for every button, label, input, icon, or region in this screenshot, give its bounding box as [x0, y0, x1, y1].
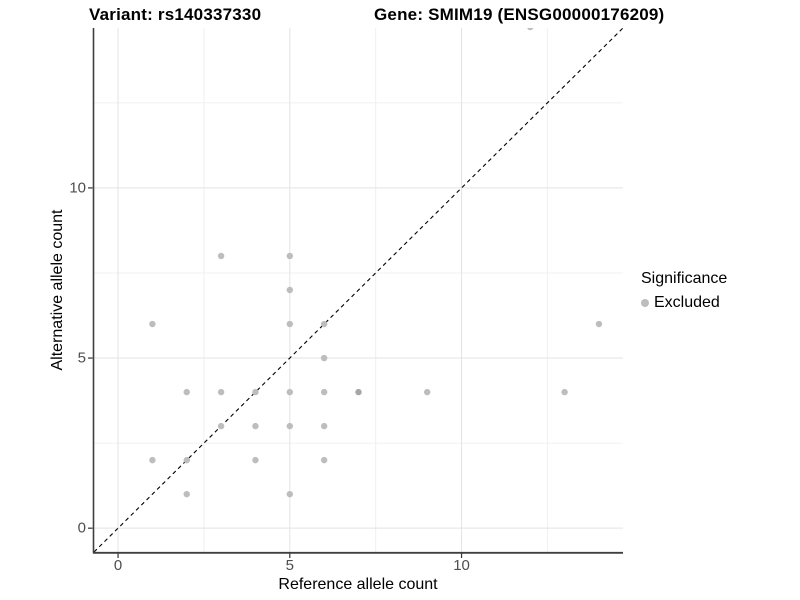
data-point — [286, 286, 293, 294]
legend-title: Significance — [641, 270, 728, 287]
data-point — [217, 422, 225, 430]
data-point — [320, 320, 328, 328]
data-point — [320, 354, 328, 362]
data-point — [252, 456, 259, 464]
y-tick-label: 10 — [69, 179, 86, 197]
data-point — [424, 388, 431, 396]
data-point — [252, 388, 259, 396]
data-point — [320, 422, 328, 430]
data-point — [286, 388, 293, 396]
legend-item-label: Excluded — [654, 294, 720, 311]
x-tick-label: 5 — [285, 557, 294, 574]
data-point — [149, 320, 156, 328]
x-tick-label: 10 — [453, 557, 470, 574]
legend-item-excluded: Excluded — [641, 294, 727, 312]
x-axis-label: Reference allele count — [278, 576, 438, 593]
legend: Significance Excluded — [641, 270, 727, 312]
y-axis-label: Alternative allele count — [49, 209, 66, 371]
data-point — [561, 388, 568, 396]
data-point — [595, 320, 603, 328]
data-point — [286, 320, 293, 328]
data-point — [286, 490, 293, 498]
data-point — [320, 388, 328, 396]
data-point — [217, 252, 225, 260]
data-point — [183, 490, 190, 498]
excluded-point-swatch-icon — [641, 299, 649, 307]
plot-title-variant: Variant: rs140337330 — [89, 5, 262, 24]
y-tick-label: 0 — [77, 519, 86, 537]
data-point — [286, 422, 293, 430]
x-tick-label: 0 — [113, 557, 123, 574]
data-point — [286, 252, 293, 260]
data-point — [252, 422, 259, 430]
data-point — [183, 456, 190, 464]
plot-title-gene: Gene: SMIM19 (ENSG00000176209) — [374, 5, 665, 24]
data-point — [527, 28, 534, 31]
y-tick-label: 5 — [77, 349, 86, 367]
data-point — [183, 388, 190, 396]
data-point — [149, 456, 156, 464]
data-point — [355, 388, 362, 396]
identity-line — [94, 28, 623, 552]
data-point — [217, 388, 225, 396]
data-point — [320, 456, 328, 464]
